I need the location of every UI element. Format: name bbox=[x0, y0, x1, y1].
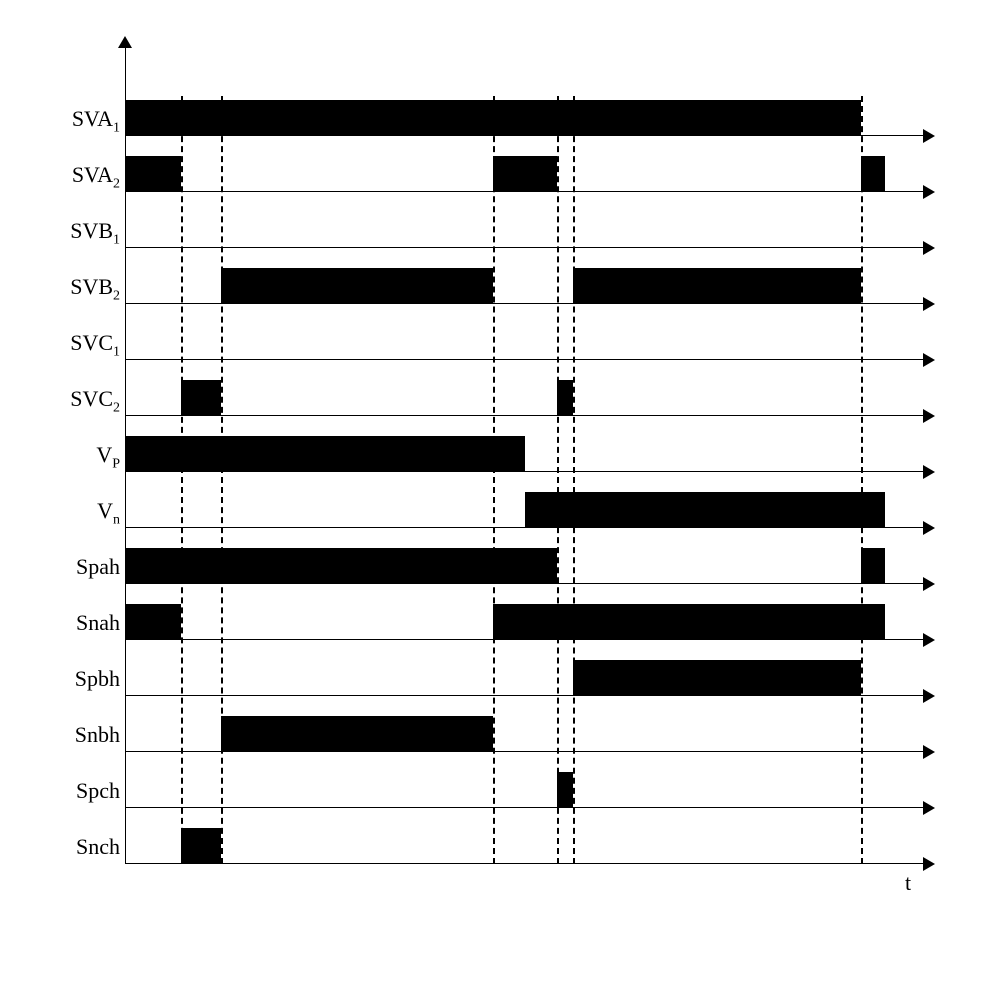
signals-area: SVA1 SVA2 SVB1 SVB2 SVC1 SVC2 VP Vn Spah Snah Spbh… bbox=[30, 90, 950, 874]
pulse-block bbox=[493, 156, 557, 192]
signal-label: Spah bbox=[30, 556, 120, 578]
signal-row: SVC2 bbox=[30, 370, 950, 426]
signal-label: SVA2 bbox=[30, 164, 120, 191]
timing-diagram: SVA1 SVA2 SVB1 SVB2 SVC1 SVC2 VP Vn Spah Snah Spbh… bbox=[30, 30, 950, 960]
signal-label: SVC1 bbox=[30, 332, 120, 359]
baseline bbox=[125, 247, 925, 248]
pulse-block bbox=[125, 156, 181, 192]
plot-area bbox=[125, 482, 925, 538]
signal-label: Spch bbox=[30, 780, 120, 802]
arrow-right-icon bbox=[923, 241, 935, 255]
vertical-dash-line bbox=[557, 96, 559, 864]
signal-label: Spbh bbox=[30, 668, 120, 690]
vertical-dash-line bbox=[573, 96, 575, 864]
plot-area bbox=[125, 90, 925, 146]
plot-area bbox=[125, 762, 925, 818]
vertical-dash-line bbox=[493, 96, 495, 864]
pulse-block bbox=[221, 716, 493, 752]
pulse-block bbox=[861, 156, 885, 192]
signal-row: Snah bbox=[30, 594, 950, 650]
signal-row: Spch bbox=[30, 762, 950, 818]
arrow-right-icon bbox=[923, 129, 935, 143]
pulse-block bbox=[573, 268, 861, 304]
baseline bbox=[125, 415, 925, 416]
pulse-block bbox=[221, 268, 493, 304]
pulse-block bbox=[181, 828, 221, 864]
arrow-right-icon bbox=[923, 633, 935, 647]
baseline bbox=[125, 807, 925, 808]
signal-row: Spbh bbox=[30, 650, 950, 706]
arrow-right-icon bbox=[923, 801, 935, 815]
signal-row: VP bbox=[30, 426, 950, 482]
signal-row: SVA2 bbox=[30, 146, 950, 202]
plot-area bbox=[125, 202, 925, 258]
plot-area bbox=[125, 818, 925, 874]
vertical-dash-line bbox=[861, 96, 863, 864]
vertical-dash-line bbox=[221, 96, 223, 864]
arrow-right-icon bbox=[923, 577, 935, 591]
pulse-block bbox=[557, 380, 573, 416]
x-axis-label: t bbox=[905, 870, 911, 896]
arrow-right-icon bbox=[923, 297, 935, 311]
plot-area bbox=[125, 706, 925, 762]
signal-row: Vn bbox=[30, 482, 950, 538]
signal-row: Spah bbox=[30, 538, 950, 594]
pulse-block bbox=[861, 548, 885, 584]
signal-label: Snbh bbox=[30, 724, 120, 746]
signal-label: VP bbox=[30, 444, 120, 471]
signal-label: SVB1 bbox=[30, 220, 120, 247]
plot-area bbox=[125, 370, 925, 426]
pulse-block bbox=[125, 604, 181, 640]
signal-label: SVB2 bbox=[30, 276, 120, 303]
arrow-right-icon bbox=[923, 857, 935, 871]
pulse-block bbox=[525, 492, 885, 528]
signal-label: Snch bbox=[30, 836, 120, 858]
signal-row: Snch bbox=[30, 818, 950, 874]
signal-label: Snah bbox=[30, 612, 120, 634]
signal-row: SVC1 bbox=[30, 314, 950, 370]
arrow-right-icon bbox=[923, 689, 935, 703]
signal-row: SVB2 bbox=[30, 258, 950, 314]
signal-label: Vn bbox=[30, 500, 120, 527]
plot-area bbox=[125, 594, 925, 650]
arrow-right-icon bbox=[923, 521, 935, 535]
baseline bbox=[125, 359, 925, 360]
signal-row: SVB1 bbox=[30, 202, 950, 258]
arrow-right-icon bbox=[923, 353, 935, 367]
vertical-dash-line bbox=[181, 96, 183, 864]
pulse-block bbox=[181, 380, 221, 416]
pulse-block bbox=[125, 436, 525, 472]
plot-area bbox=[125, 258, 925, 314]
pulse-block bbox=[493, 604, 885, 640]
arrow-right-icon bbox=[923, 409, 935, 423]
pulse-block bbox=[557, 772, 573, 808]
signal-row: Snbh bbox=[30, 706, 950, 762]
pulse-block bbox=[573, 660, 861, 696]
signal-row: SVA1 bbox=[30, 90, 950, 146]
plot-area bbox=[125, 146, 925, 202]
plot-area bbox=[125, 650, 925, 706]
baseline bbox=[125, 863, 925, 864]
plot-area bbox=[125, 314, 925, 370]
plot-area bbox=[125, 426, 925, 482]
signal-label: SVC2 bbox=[30, 388, 120, 415]
arrow-right-icon bbox=[923, 465, 935, 479]
signal-label: SVA1 bbox=[30, 108, 120, 135]
arrow-right-icon bbox=[923, 185, 935, 199]
plot-area bbox=[125, 538, 925, 594]
arrow-right-icon bbox=[923, 745, 935, 759]
